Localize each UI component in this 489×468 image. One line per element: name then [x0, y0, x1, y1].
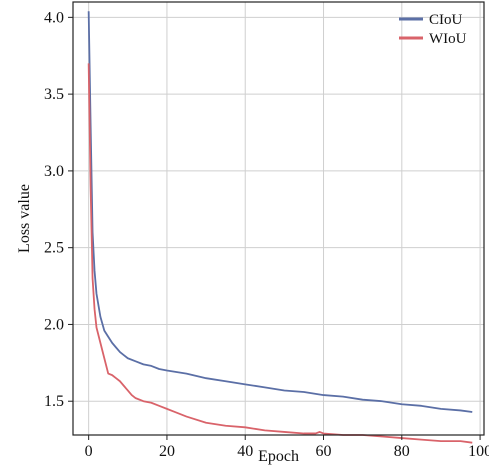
legend: CIoU WIoU	[399, 12, 467, 47]
series-line-wiou	[87, 63, 473, 444]
plot-frame	[72, 1, 485, 436]
y-tick-label: 2.5	[44, 240, 64, 257]
ticks: 0 20 40 60 80 100 1.5 2.0 2.5 3.0 3.5 4.0	[44, 9, 489, 460]
grid	[73, 2, 484, 435]
y-tick-label: 1.5	[44, 393, 64, 410]
y-tick-label: 3.5	[44, 86, 64, 103]
x-tick-label: 0	[85, 443, 93, 460]
x-tick-label: 100	[468, 443, 489, 460]
y-tick-label: 2.0	[44, 316, 64, 333]
x-tick-label: 20	[159, 443, 175, 460]
legend-label-ciou: CIoU	[429, 12, 463, 28]
series-lines	[87, 11, 473, 444]
x-tick-label: 40	[237, 443, 253, 460]
x-tick-label: 80	[394, 443, 410, 460]
y-tick-label: 4.0	[44, 9, 64, 26]
y-tick-label: 3.0	[44, 163, 64, 180]
legend-label-wiou: WIoU	[429, 31, 467, 47]
x-tick-label: 60	[316, 443, 332, 460]
series-line-ciou	[87, 11, 473, 413]
y-axis-label: Loss value	[16, 184, 33, 253]
x-axis-label: Epoch	[258, 448, 299, 465]
